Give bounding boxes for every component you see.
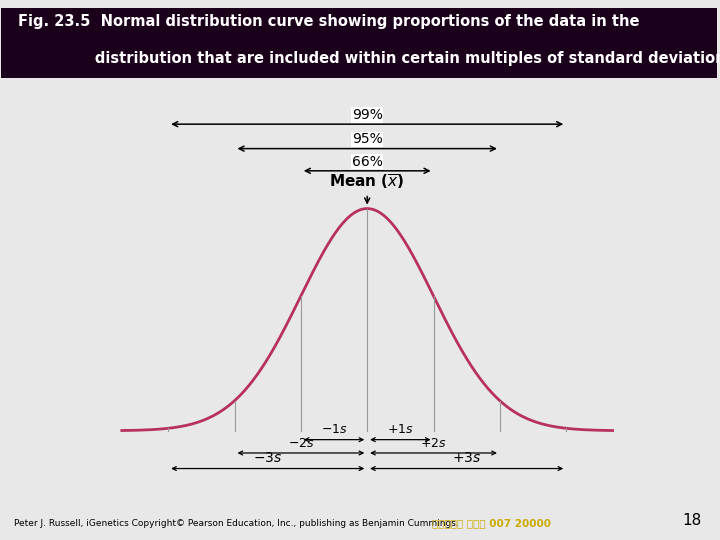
Text: 66%: 66% xyxy=(352,154,382,168)
Text: $-3s$: $-3s$ xyxy=(253,451,282,465)
Text: 95%: 95% xyxy=(352,132,382,146)
FancyBboxPatch shape xyxy=(1,8,717,82)
Text: distribution that are included within certain multiples of standard deviation: distribution that are included within ce… xyxy=(18,51,720,66)
Text: 18: 18 xyxy=(683,513,702,528)
Text: Mean ($\overline{x}$): Mean ($\overline{x}$) xyxy=(330,172,405,191)
Text: Peter J. Russell, iGenetics Copyright© Pearson Education, Inc., publishing as Be: Peter J. Russell, iGenetics Copyright© P… xyxy=(14,519,459,528)
Text: 百大農业系 道導師 007 20000: 百大農业系 道導師 007 20000 xyxy=(432,518,551,528)
Text: $+1s$: $+1s$ xyxy=(387,423,414,436)
Text: $+2s$: $+2s$ xyxy=(420,437,447,450)
Text: $-2s$: $-2s$ xyxy=(287,437,314,450)
Text: Fig. 23.5  Normal distribution curve showing proportions of the data in the: Fig. 23.5 Normal distribution curve show… xyxy=(18,15,639,29)
Text: 99%: 99% xyxy=(352,108,382,122)
Text: $-1s$: $-1s$ xyxy=(320,423,347,436)
Text: $+3s$: $+3s$ xyxy=(452,451,482,465)
